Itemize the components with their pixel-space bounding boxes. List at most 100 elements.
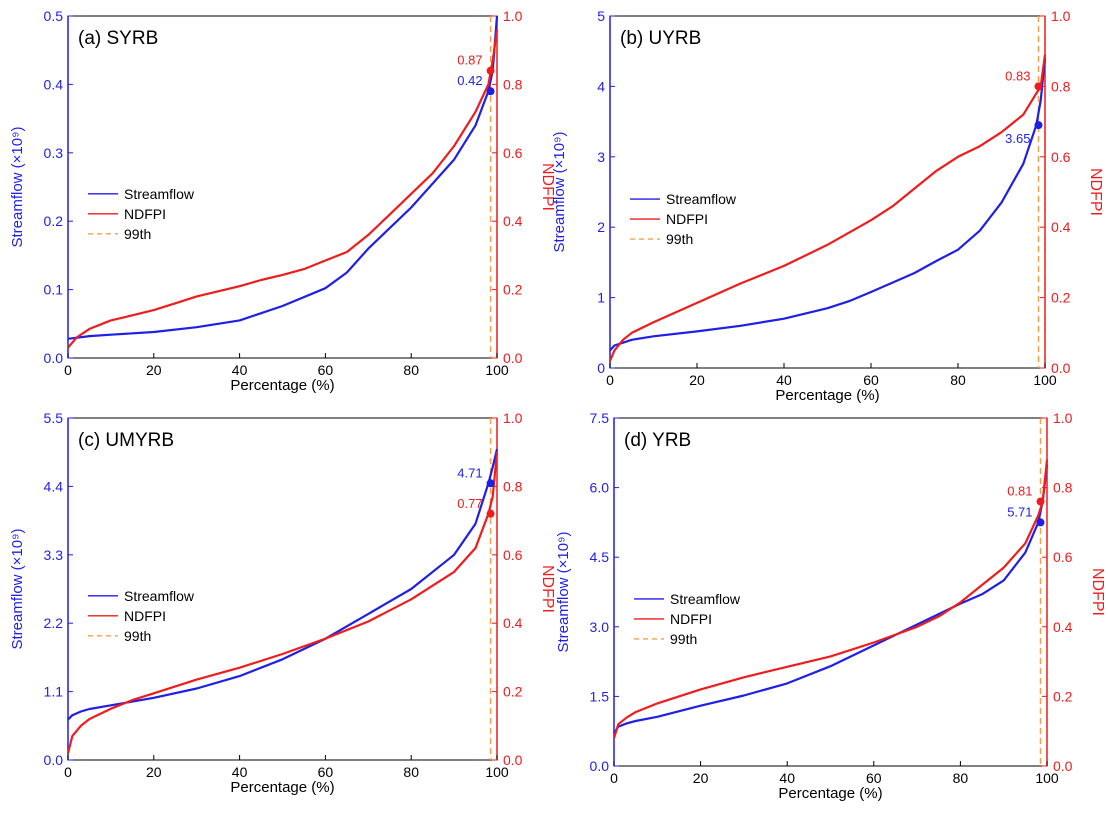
legend-label: NDFPI (670, 611, 712, 627)
annotation-marker (486, 509, 495, 518)
x-axis-label: Percentage (%) (230, 779, 334, 796)
y-left-tick-label: 0.0 (44, 350, 64, 366)
x-tick-label: 20 (693, 770, 709, 786)
annotation-label: 0.87 (457, 53, 482, 68)
y-left-axis-label: Streamflow (×10⁹) (9, 528, 26, 649)
x-tick-label: 60 (318, 764, 334, 780)
x-tick-label: 100 (1035, 770, 1059, 786)
x-tick-label: 100 (485, 764, 509, 780)
legend-label: Streamflow (670, 591, 741, 607)
annotation-label: 0.77 (457, 496, 482, 511)
annotation-marker (1036, 497, 1045, 506)
y-left-axis-label: Streamflow (×10⁹) (9, 126, 26, 247)
panel-2: 0 20 40 60 80 100 0 1 2 3 4 5 0.0 0.2 0.4 0.6 0.8 1.0 Perc… (551, 8, 1104, 404)
annotation-label: 0.42 (457, 73, 482, 88)
annotation-label: 0.83 (1005, 68, 1030, 83)
panel-3: 0 20 40 60 80 1000.01.12.23.34.45.50.00.20.40… (9, 410, 556, 796)
x-tick-label: 80 (403, 764, 419, 780)
x-tick-label: 40 (779, 770, 795, 786)
legend-label: NDFPI (124, 608, 166, 624)
y-left-tick-label: 2.2 (44, 615, 64, 631)
y-right-axis-label: NDFPI (1089, 568, 1106, 616)
y-right-tick-label: 0.6 (1053, 549, 1073, 565)
y-right-tick-label: 1.0 (1053, 410, 1073, 426)
y-left-tick-label: 4.5 (590, 549, 610, 565)
y-left-tick-label: 3.0 (590, 619, 610, 635)
y-right-tick-label: 1.0 (1051, 8, 1071, 24)
y-left-tick-label: 4 (597, 78, 605, 94)
series-line-ndfpi (608, 54, 1047, 362)
x-tick-label: 40 (776, 372, 792, 388)
annotation-marker (486, 87, 495, 96)
legend-label: 99th (124, 628, 151, 644)
y-left-tick-label: 7.5 (590, 410, 610, 426)
y-right-tick-label: 0.6 (1051, 149, 1071, 165)
annotation-label: 0.81 (1007, 484, 1032, 499)
y-left-tick-label: 0 (597, 360, 605, 376)
x-tick-label: 20 (689, 372, 705, 388)
y-right-tick-label: 0.6 (503, 547, 523, 563)
x-tick-label: 80 (953, 770, 969, 786)
y-left-tick-label: 3 (597, 149, 605, 165)
y-right-tick-label: 0.2 (503, 282, 523, 298)
annotation-marker (1034, 121, 1043, 130)
series-line-streamflow (67, 15, 499, 340)
y-right-axis-label: NDFPI (539, 565, 556, 613)
series-line-streamflow (67, 448, 499, 721)
legend-label: NDFPI (666, 211, 708, 227)
series-line-streamflow (609, 58, 1047, 352)
y-left-tick-label: 4.4 (44, 478, 64, 494)
y-right-tick-label: 0.8 (503, 478, 523, 494)
y-right-axis-label: NDFPI (539, 163, 556, 211)
legend-label: 99th (666, 231, 693, 247)
annotation-label: 4.71 (457, 465, 482, 480)
y-right-tick-label: 0.2 (503, 684, 523, 700)
y-right-axis-label: NDFPI (1087, 168, 1104, 216)
legend-label: 99th (670, 631, 697, 647)
y-left-tick-label: 0.5 (44, 8, 64, 24)
y-right-tick-label: 0.8 (1051, 78, 1071, 94)
legend-label: Streamflow (666, 191, 737, 207)
x-tick-label: 80 (403, 362, 419, 378)
y-left-tick-label: 0.0 (44, 752, 64, 768)
x-tick-label: 100 (1033, 372, 1057, 388)
y-right-tick-label: 0.0 (1051, 360, 1071, 376)
annotation-marker (1034, 82, 1043, 91)
x-tick-label: 100 (485, 362, 509, 378)
panel-title: (d) YRB (624, 430, 691, 451)
y-left-tick-label: 3.3 (44, 547, 64, 563)
legend-label: Streamflow (124, 588, 195, 604)
series-line-ndfpi (612, 459, 1049, 739)
x-tick-label: 0 (606, 372, 614, 388)
y-left-tick-label: 0.0 (590, 758, 610, 774)
y-right-tick-label: 0.4 (1051, 219, 1071, 235)
y-left-tick-label: 6.0 (590, 480, 610, 496)
y-right-tick-label: 0.0 (503, 752, 523, 768)
x-tick-label: 40 (232, 362, 248, 378)
y-left-tick-label: 0.3 (44, 145, 64, 161)
y-right-tick-label: 0.2 (1051, 290, 1071, 306)
annotation-label: 3.65 (1005, 131, 1030, 146)
x-tick-label: 20 (146, 362, 162, 378)
y-left-tick-label: 5.5 (44, 410, 64, 426)
y-right-tick-label: 1.0 (503, 410, 523, 426)
y-left-tick-label: 0.4 (44, 76, 64, 92)
y-right-tick-label: 0.8 (1053, 480, 1073, 496)
y-right-tick-label: 0.2 (1053, 688, 1073, 704)
y-right-tick-label: 0.0 (503, 350, 523, 366)
y-left-axis-label: Streamflow (×10⁹) (555, 531, 572, 652)
y-left-tick-label: 1.1 (44, 684, 64, 700)
x-tick-label: 0 (64, 764, 72, 780)
legend-label: 99th (124, 226, 151, 242)
annotation-marker (486, 66, 495, 75)
y-left-tick-label: 5 (597, 8, 605, 24)
x-tick-label: 60 (863, 372, 879, 388)
y-right-tick-label: 0.4 (503, 615, 523, 631)
legend-label: Streamflow (124, 186, 195, 202)
panel-title: (a) SYRB (78, 28, 158, 49)
y-right-tick-label: 0.0 (1053, 758, 1073, 774)
y-right-tick-label: 0.6 (503, 145, 523, 161)
annotation-label: 5.71 (1007, 504, 1032, 519)
